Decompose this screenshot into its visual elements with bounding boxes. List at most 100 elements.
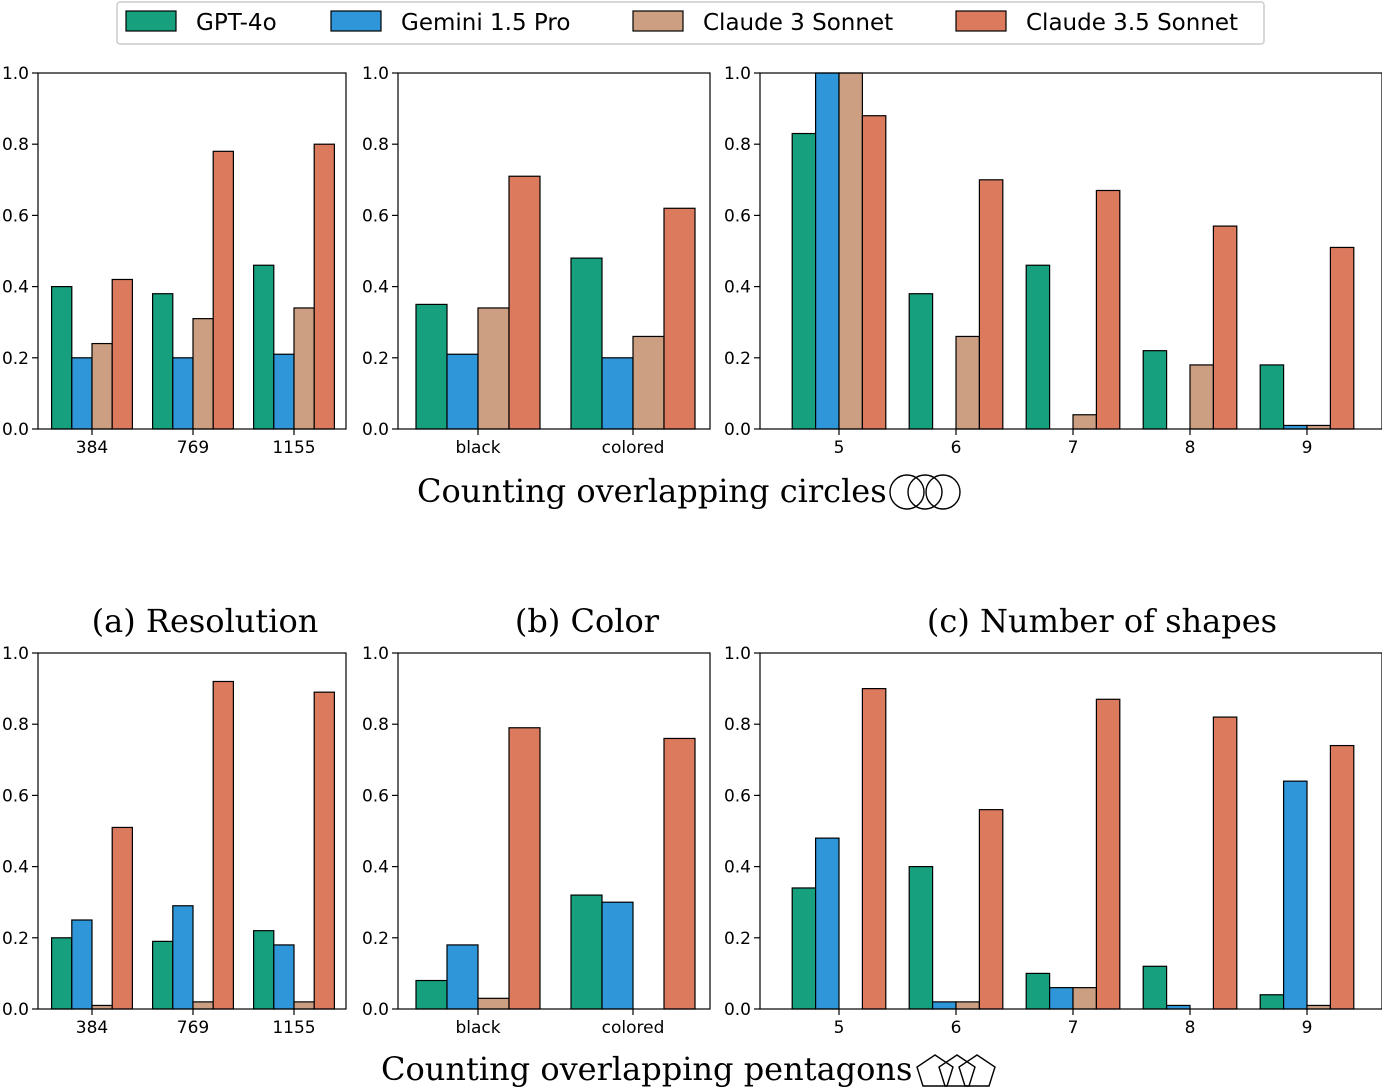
y-tick-label: 0.8 bbox=[724, 715, 751, 735]
y-tick-label: 1.0 bbox=[362, 644, 389, 664]
bar-gemini-colored bbox=[601, 357, 634, 430]
panel-pentagons-number-of-shapes: 0.0 0.2 0.4 0.6 0.8 1.0 5 6 7 8 9 bbox=[724, 644, 1382, 1038]
y-tick-label: 0.4 bbox=[362, 278, 389, 298]
bar-gpt4o-black bbox=[415, 979, 448, 1010]
bar-claude35-5 bbox=[861, 115, 887, 430]
bar-claude35-1155 bbox=[313, 143, 336, 430]
x-tick-label: 769 bbox=[177, 438, 209, 458]
caption-number-of-shapes: (c) Number of shapes bbox=[927, 602, 1277, 640]
bar-gemini-1155 bbox=[273, 353, 295, 430]
bar-gpt4o-black bbox=[415, 303, 448, 430]
y-tick-label: 0.2 bbox=[2, 929, 29, 949]
panel-circles-resolution: 0.0 0.2 0.4 0.6 0.8 1.0 384 769 1155 bbox=[2, 64, 347, 458]
y-tick-label: 0.4 bbox=[724, 278, 751, 298]
caption-resolution: (a) Resolution bbox=[92, 602, 319, 640]
y-tick-label: 0.6 bbox=[724, 206, 751, 226]
panel-pentagons-resolution: 0.0 0.2 0.4 0.6 0.8 1.0 384 769 1155 bbox=[2, 644, 347, 1038]
x-tick-label: black bbox=[455, 438, 500, 458]
x-tick-label: 769 bbox=[177, 1018, 209, 1038]
bar-gemini-384 bbox=[71, 919, 93, 1010]
x-tick-label: 5 bbox=[834, 1018, 845, 1038]
bar-claude3-black bbox=[477, 307, 510, 430]
bar-gemini-black bbox=[446, 353, 479, 430]
y-tick-label: 0.4 bbox=[724, 858, 751, 878]
axes-frame bbox=[37, 652, 347, 1010]
bar-gemini-769 bbox=[172, 905, 194, 1010]
y-tick-label: 0.4 bbox=[362, 858, 389, 878]
y-tick-label: 1.0 bbox=[362, 64, 389, 84]
panels: 0.0 0.2 0.4 0.6 0.8 1.0 384 769 1155 0.0 0.2 0.4 0.6… bbox=[2, 64, 1382, 1038]
panel-circles-number-of-shapes: 0.0 0.2 0.4 0.6 0.8 1.0 5 6 7 8 9 bbox=[724, 64, 1382, 458]
bar-claude35-769 bbox=[212, 150, 234, 430]
bar-gpt4o-6 bbox=[908, 293, 934, 430]
x-tick-label: 384 bbox=[76, 438, 108, 458]
y-tick-label: 0.8 bbox=[724, 135, 751, 155]
bar-claude3-7 bbox=[1072, 987, 1097, 1010]
y-tick-label: 0.0 bbox=[362, 1000, 389, 1020]
bar-claude35-8 bbox=[1212, 225, 1238, 430]
y-tick-label: 0.2 bbox=[2, 349, 29, 369]
x-tick-label: 1155 bbox=[272, 438, 315, 458]
bar-claude35-769 bbox=[212, 680, 234, 1010]
y-tick-label: 0.0 bbox=[724, 420, 751, 440]
y-tick-label: 0.2 bbox=[362, 349, 389, 369]
y-tick-label: 0.0 bbox=[362, 420, 389, 440]
y-tick-label: 1.0 bbox=[2, 644, 29, 664]
y-tick-label: 0.0 bbox=[2, 420, 29, 440]
y-tick-label: 0.8 bbox=[2, 715, 29, 735]
bar-claude35-384 bbox=[111, 826, 133, 1010]
y-tick-label: 1.0 bbox=[2, 64, 29, 84]
x-tick-label: 6 bbox=[951, 1018, 962, 1038]
row-title-circles: Counting overlapping circles bbox=[417, 472, 887, 510]
circles-icon bbox=[889, 474, 961, 510]
bar-gemini-769 bbox=[172, 357, 194, 430]
x-tick-label: 6 bbox=[951, 438, 962, 458]
bar-claude35-1155 bbox=[313, 691, 336, 1010]
row-title-pentagons: Counting overlapping pentagons bbox=[381, 1050, 912, 1088]
bar-gpt4o-9 bbox=[1259, 364, 1285, 430]
legend-label-claude3: Claude 3 Sonnet bbox=[703, 10, 893, 36]
bar-gpt4o-8 bbox=[1142, 350, 1168, 430]
y-tick-label: 0.8 bbox=[362, 715, 389, 735]
bar-gpt4o-384 bbox=[50, 286, 73, 430]
bar-claude35-black bbox=[508, 727, 541, 1010]
bar-claude35-384 bbox=[111, 278, 133, 430]
bar-gemini-5 bbox=[814, 837, 840, 1010]
y-tick-label: 0.6 bbox=[2, 786, 29, 806]
bar-claude3-1155 bbox=[293, 307, 315, 430]
bar-claude3-colored bbox=[632, 335, 665, 430]
bar-claude35-9 bbox=[1329, 246, 1355, 430]
y-tick-label: 0.6 bbox=[2, 206, 29, 226]
bar-gpt4o-769 bbox=[152, 293, 174, 430]
legend-label-gemini: Gemini 1.5 Pro bbox=[401, 10, 570, 36]
y-tick-label: 0.4 bbox=[2, 278, 29, 298]
y-tick-label: 0.0 bbox=[724, 1000, 751, 1020]
caption-color: (b) Color bbox=[515, 602, 660, 640]
axes-frame bbox=[37, 72, 347, 430]
bar-claude35-6 bbox=[978, 179, 1004, 430]
bar-claude3-6 bbox=[955, 1001, 980, 1010]
y-tick-label: 1.0 bbox=[724, 64, 751, 84]
x-tick-label: 9 bbox=[1302, 438, 1313, 458]
bar-claude3-7 bbox=[1072, 414, 1097, 430]
legend-label-gpt4o: GPT-4o bbox=[196, 10, 277, 36]
bar-gpt4o-1155 bbox=[253, 930, 275, 1010]
y-tick-label: 0.6 bbox=[724, 786, 751, 806]
bar-gemini-colored bbox=[601, 901, 634, 1010]
bar-gemini-5 bbox=[814, 72, 840, 430]
bar-gemini-black bbox=[446, 944, 479, 1010]
bar-claude35-5 bbox=[861, 687, 887, 1010]
bar-gpt4o-769 bbox=[152, 940, 174, 1010]
bar-claude3-8 bbox=[1189, 364, 1214, 430]
x-tick-label: 8 bbox=[1185, 1018, 1196, 1038]
bar-claude3-384 bbox=[91, 342, 113, 430]
bar-claude35-7 bbox=[1095, 698, 1121, 1010]
x-tick-label: colored bbox=[602, 1018, 665, 1038]
bar-gpt4o-colored bbox=[570, 894, 603, 1010]
bar-claude3-black bbox=[477, 997, 510, 1010]
bar-gpt4o-5 bbox=[791, 887, 817, 1010]
x-tick-label: 9 bbox=[1302, 1018, 1313, 1038]
y-tick-label: 0.2 bbox=[724, 349, 751, 369]
bar-claude35-colored bbox=[663, 207, 696, 430]
